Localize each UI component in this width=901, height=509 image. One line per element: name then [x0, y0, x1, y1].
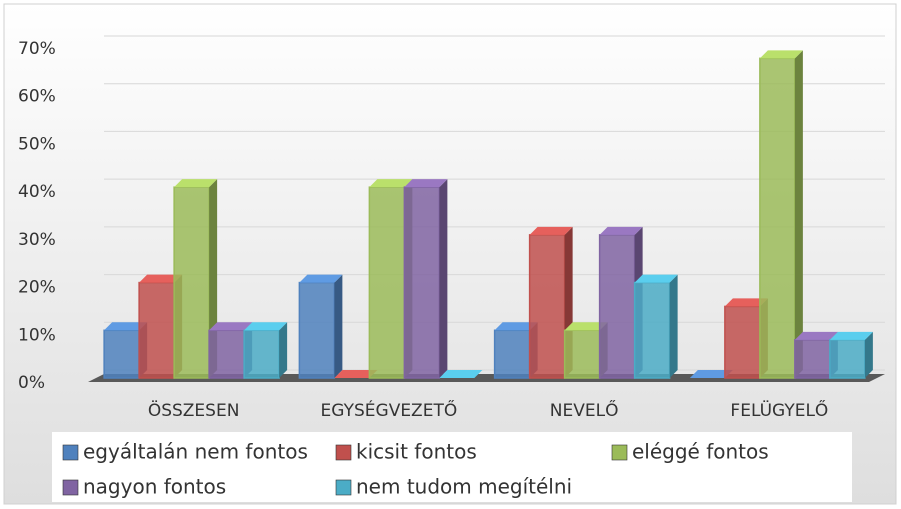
- bar: [403, 179, 448, 379]
- bar: [689, 370, 733, 378]
- y-tick-label: 70%: [18, 39, 56, 59]
- bar-top: [634, 274, 678, 283]
- bar-top: [724, 298, 768, 307]
- bar-front: [138, 281, 175, 379]
- bar-top: [404, 179, 448, 188]
- y-tick-label: 10%: [18, 325, 56, 345]
- legend-swatch: [62, 444, 79, 461]
- legend-swatch: [62, 479, 79, 496]
- bar: [334, 370, 378, 378]
- bar-top: [174, 179, 218, 188]
- y-tick-label: 0%: [18, 373, 45, 393]
- bar-front: [829, 339, 866, 379]
- x-tick-label: ÖSSZESEN: [148, 399, 240, 421]
- bar-front: [528, 234, 566, 379]
- bar-top: [759, 50, 803, 59]
- bar-front: [563, 329, 601, 379]
- x-tick-label: EGYSÉGVEZETŐ: [321, 399, 458, 421]
- bar-front: [403, 186, 441, 379]
- legend-label: egyáltalán nem fontos: [83, 440, 308, 464]
- bar-side: [794, 50, 803, 379]
- floor: [88, 374, 885, 382]
- legend-swatch: [335, 444, 352, 461]
- bar-top: [209, 322, 253, 331]
- y-tick-label: 60%: [18, 87, 56, 107]
- y-tick-label: 20%: [18, 278, 56, 298]
- y-tick-label: 50%: [18, 134, 56, 154]
- bar-top: [599, 226, 643, 235]
- bar-top: [334, 370, 378, 378]
- bar-front: [724, 305, 761, 379]
- legend-box: [52, 432, 852, 502]
- legend-label: kicsit fontos: [356, 440, 477, 464]
- bar-top: [299, 274, 343, 283]
- bar-top: [104, 322, 148, 331]
- bar-front: [208, 329, 245, 379]
- bar-top: [794, 331, 838, 340]
- bar: [633, 274, 678, 379]
- bar-side: [279, 322, 288, 378]
- bar-front: [633, 281, 671, 379]
- bar-top: [829, 331, 873, 340]
- y-tick-label: 40%: [18, 182, 56, 202]
- bar-side: [864, 331, 873, 378]
- bar-top: [439, 370, 483, 378]
- legend-swatch: [611, 444, 628, 461]
- bar-front: [243, 329, 280, 379]
- bar-side: [334, 274, 343, 378]
- bar-front: [368, 186, 406, 379]
- bar-front: [759, 57, 796, 379]
- bar-front: [493, 329, 531, 379]
- x-tick-label: FELÜGYELŐ: [730, 399, 828, 421]
- bar: [829, 331, 873, 379]
- bar-front: [103, 329, 140, 379]
- bar-side: [669, 274, 678, 378]
- bar-front: [794, 339, 831, 379]
- legend-swatch: [335, 479, 352, 496]
- bar-top: [369, 179, 413, 188]
- bar-top: [564, 322, 608, 331]
- chart-area: [3, 3, 897, 505]
- legend-label: nagyon fontos: [83, 475, 226, 499]
- y-tick-label: 30%: [18, 230, 56, 250]
- legend-label: eléggé fontos: [632, 440, 769, 464]
- bar-front: [298, 281, 336, 379]
- x-tick-label: NEVELŐ: [550, 399, 619, 421]
- bar-top: [139, 274, 183, 283]
- bar-top: [529, 226, 573, 235]
- legend-label: nem tudom megítélni: [356, 475, 572, 499]
- bar: [439, 370, 483, 378]
- bar-top: [244, 322, 288, 331]
- bar: [298, 274, 343, 379]
- bar-front: [173, 186, 210, 379]
- bar: [759, 50, 803, 379]
- bar-side: [439, 179, 448, 378]
- bar-top: [689, 370, 733, 378]
- bar: [243, 322, 288, 379]
- bar-front: [598, 234, 636, 379]
- bar-top: [494, 322, 538, 331]
